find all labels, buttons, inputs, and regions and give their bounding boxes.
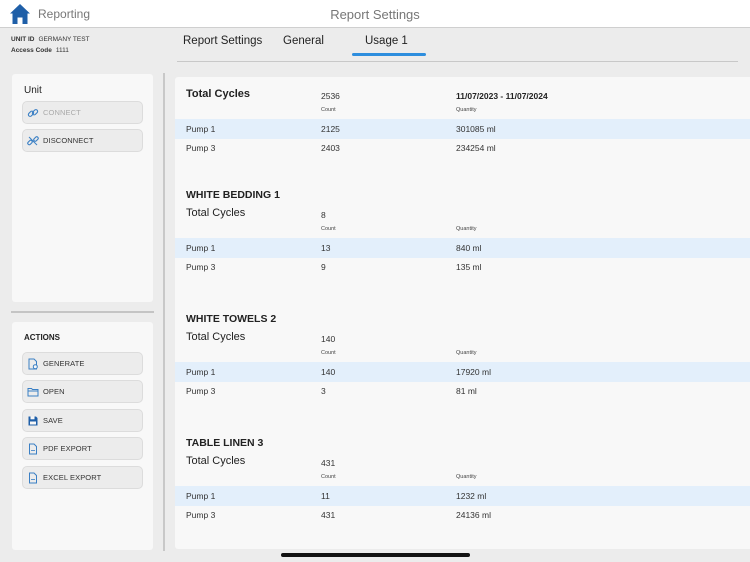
pump-count: 431	[321, 510, 336, 520]
pump-count: 2403	[321, 143, 340, 153]
top-bar: Reporting Report Settings	[0, 0, 750, 28]
actions-panel: ACTIONS GENERATE OPEN SAVE PDF EXPORT EX…	[12, 322, 153, 550]
report-content: Total Cycles 2536 11/07/2023 - 11/07/202…	[175, 77, 750, 549]
tab-general[interactable]: General	[283, 35, 324, 47]
count-header: Count	[321, 474, 336, 480]
unlink-icon	[27, 135, 39, 147]
home-icon[interactable]	[9, 3, 31, 25]
pump-name: Pump 3	[186, 143, 216, 153]
pump-quantity: 840 ml	[456, 243, 482, 253]
pump-name: Pump 3	[186, 386, 216, 396]
save-button[interactable]: SAVE	[22, 409, 143, 432]
table-row: Pump 1 140 17920 ml	[175, 362, 750, 382]
unit-id-line: UNIT ID GERMANY TEST	[11, 34, 90, 45]
quantity-header: Quantity	[456, 474, 477, 480]
total-cycles-label: Total Cycles	[186, 331, 246, 343]
total-cycles-value: 8	[321, 210, 326, 220]
total-cycles-label: Total Cycles	[186, 207, 246, 219]
app-name[interactable]: Reporting	[38, 7, 91, 21]
excel-export-button[interactable]: EXCEL EXPORT	[22, 466, 143, 489]
home-indicator[interactable]	[281, 553, 470, 557]
pump-quantity: 301085 ml	[456, 124, 496, 134]
generate-label: GENERATE	[43, 359, 85, 368]
section-heading: TABLE LINEN 3	[186, 437, 264, 449]
count-header: Count	[321, 226, 336, 232]
pump-quantity: 1232 ml	[456, 491, 487, 501]
quantity-header: Quantity	[456, 107, 477, 113]
pump-count: 3	[321, 386, 326, 396]
pump-name: Pump 3	[186, 510, 216, 520]
table-row: Pump 1 13 840 ml	[175, 238, 750, 258]
unit-panel-title: Unit	[24, 85, 42, 96]
pdf-export-button[interactable]: PDF EXPORT	[22, 437, 143, 460]
table-row: Pump 3 9 135 ml	[175, 257, 750, 277]
pump-name: Pump 1	[186, 367, 216, 377]
unit-panel: Unit CONNECT DISCONNECT	[12, 74, 153, 302]
table-row: Pump 1 11 1232 ml	[175, 486, 750, 506]
pump-count: 140	[321, 367, 336, 377]
disconnect-label: DISCONNECT	[43, 136, 94, 145]
total-cycles-value: 431	[321, 458, 336, 468]
excel-export-label: EXCEL EXPORT	[43, 473, 102, 482]
pump-name: Pump 3	[186, 262, 216, 272]
count-header: Count	[321, 107, 336, 113]
pump-quantity: 135 ml	[456, 262, 482, 272]
pump-count: 11	[321, 491, 330, 501]
table-row: Pump 3 3 81 ml	[175, 381, 750, 401]
excel-file-icon	[27, 472, 39, 484]
document-gear-icon	[27, 358, 39, 370]
count-header: Count	[321, 350, 336, 356]
disconnect-button[interactable]: DISCONNECT	[22, 129, 143, 152]
total-cycles-value: 140	[321, 334, 336, 344]
pump-quantity: 81 ml	[456, 386, 477, 396]
total-cycles-value: 2536	[321, 91, 340, 101]
page-title: Report Settings	[330, 7, 420, 22]
pdf-file-icon	[27, 443, 39, 455]
access-code-line: Access Code 1111	[11, 45, 90, 56]
generate-button[interactable]: GENERATE	[22, 352, 143, 375]
pump-name: Pump 1	[186, 491, 216, 501]
folder-icon	[27, 386, 39, 398]
table-row: Pump 1 2125 301085 ml	[175, 119, 750, 139]
total-cycles-label: Total Cycles	[186, 88, 250, 100]
pump-quantity: 24136 ml	[456, 510, 491, 520]
total-cycles-label: Total Cycles	[186, 455, 246, 467]
pump-name: Pump 1	[186, 243, 216, 253]
pump-quantity: 234254 ml	[456, 143, 496, 153]
pump-count: 9	[321, 262, 326, 272]
tabs-divider	[177, 61, 738, 62]
unit-id-label: UNIT ID	[11, 36, 35, 43]
pump-count: 2125	[321, 124, 340, 134]
section-heading: WHITE TOWELS 2	[186, 313, 277, 325]
actions-title: ACTIONS	[24, 333, 60, 342]
left-divider	[11, 311, 154, 313]
vertical-divider[interactable]	[163, 73, 165, 551]
open-label: OPEN	[43, 387, 65, 396]
section-heading: WHITE BEDDING 1	[186, 189, 280, 201]
unit-info: UNIT ID GERMANY TEST Access Code 1111	[11, 34, 90, 56]
quantity-header: Quantity	[456, 350, 477, 356]
connect-button[interactable]: CONNECT	[22, 101, 143, 124]
connect-label: CONNECT	[43, 108, 81, 117]
table-row: Pump 3 431 24136 ml	[175, 505, 750, 525]
open-button[interactable]: OPEN	[22, 380, 143, 403]
tab-bar: Report Settings General Usage 1	[165, 28, 750, 62]
floppy-disk-icon	[27, 415, 39, 427]
pump-count: 13	[321, 243, 331, 253]
pdf-export-label: PDF EXPORT	[43, 444, 92, 453]
pump-quantity: 17920 ml	[456, 367, 491, 377]
save-label: SAVE	[43, 416, 63, 425]
tab-usage-1[interactable]: Usage 1	[352, 35, 426, 56]
date-range: 11/07/2023 - 11/07/2024	[456, 91, 548, 101]
pump-name: Pump 1	[186, 124, 216, 134]
table-row: Pump 3 2403 234254 ml	[175, 138, 750, 158]
access-code-value: 1111	[55, 47, 69, 54]
link-icon	[27, 107, 39, 119]
unit-id-value: GERMANY TEST	[38, 36, 90, 43]
quantity-header: Quantity	[456, 226, 477, 232]
access-code-label: Access Code	[11, 47, 52, 54]
tab-report-settings[interactable]: Report Settings	[183, 35, 263, 47]
